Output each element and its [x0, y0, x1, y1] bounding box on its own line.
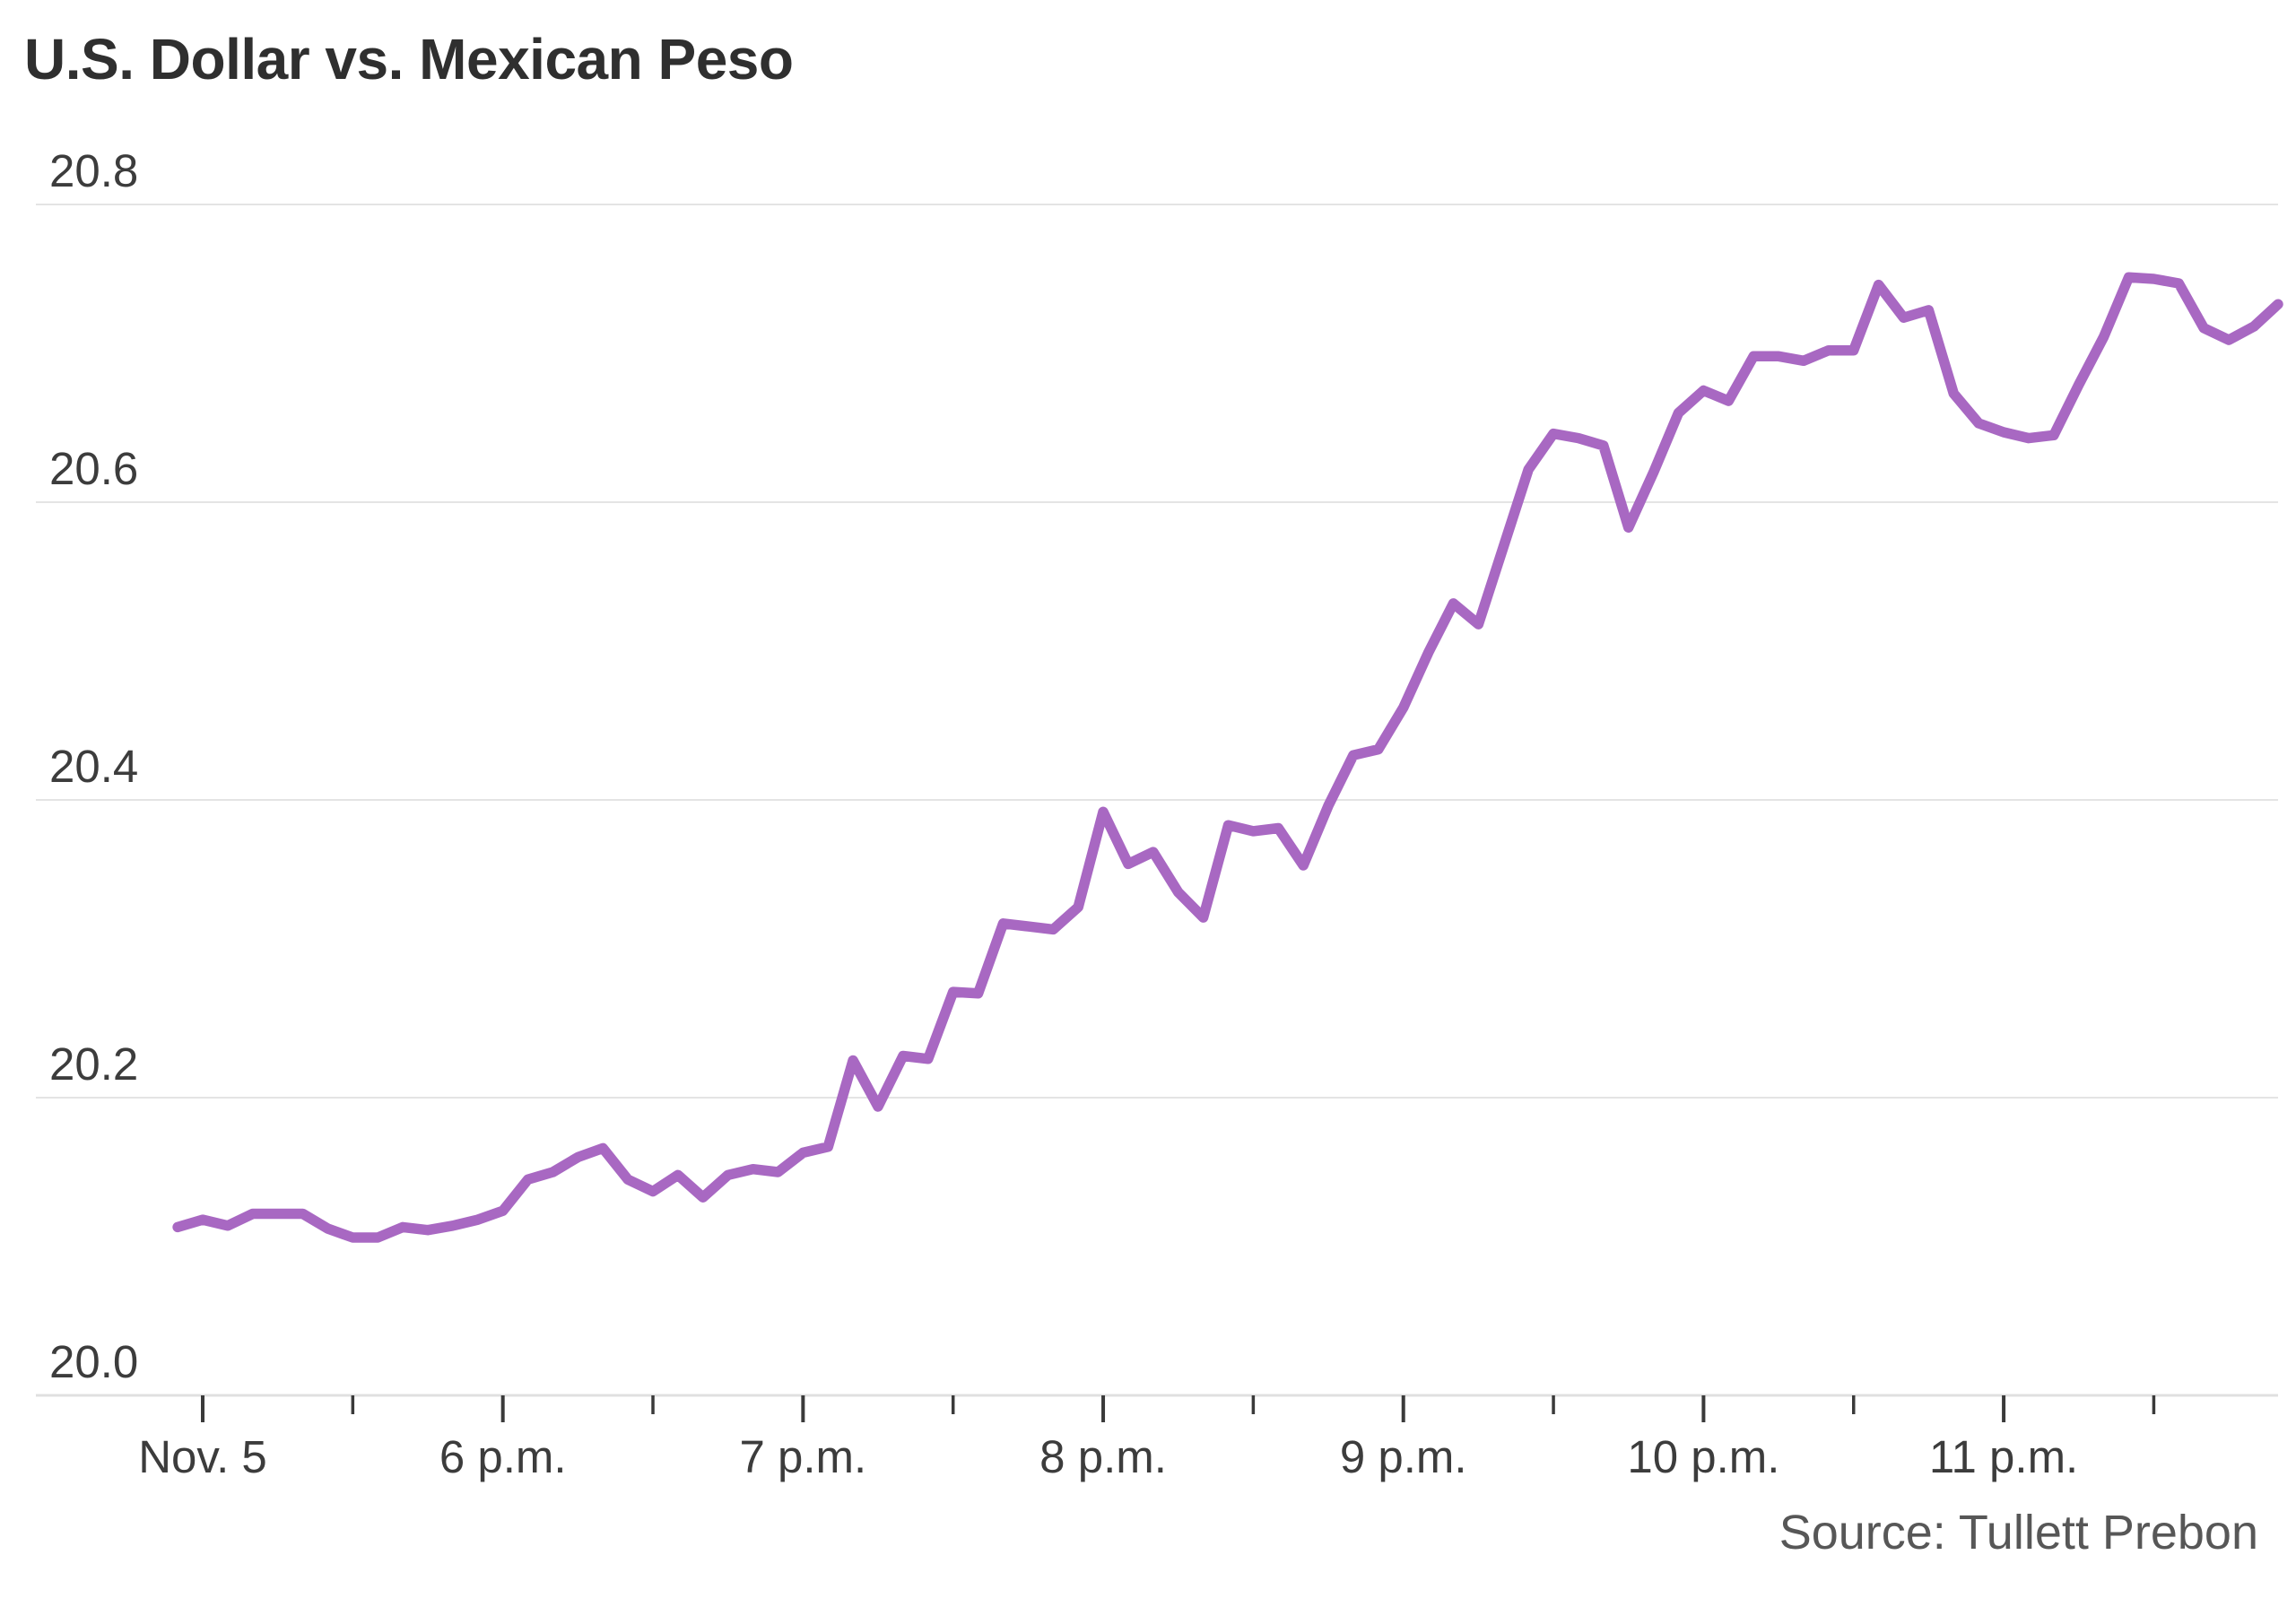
y-axis-tick-label: 20.4 — [49, 741, 138, 792]
x-axis-tick-label: 9 p.m. — [1340, 1431, 1467, 1482]
price-line-series — [172, 272, 2283, 1243]
x-axis-tick-label: 7 p.m. — [739, 1431, 866, 1482]
chart-title: U.S. Dollar vs. Mexican Peso — [24, 27, 794, 91]
source-attribution: Source: Tullett Prebon — [1779, 1506, 2258, 1559]
x-axis-tick-label: 8 p.m. — [1039, 1431, 1167, 1482]
y-axis-tick-label: 20.8 — [49, 145, 138, 196]
x-axis-tick-label: 6 p.m. — [439, 1431, 567, 1482]
y-axis-tick-label: 20.2 — [49, 1038, 138, 1090]
x-axis-tick-label: 11 p.m. — [1929, 1431, 2078, 1482]
y-axis-tick-label: 20.6 — [49, 443, 138, 494]
x-axis-tick-label: 10 p.m. — [1627, 1431, 1779, 1482]
x-axis-tick-label: Nov. 5 — [138, 1431, 267, 1482]
y-axis-tick-label: 20.0 — [49, 1336, 138, 1387]
